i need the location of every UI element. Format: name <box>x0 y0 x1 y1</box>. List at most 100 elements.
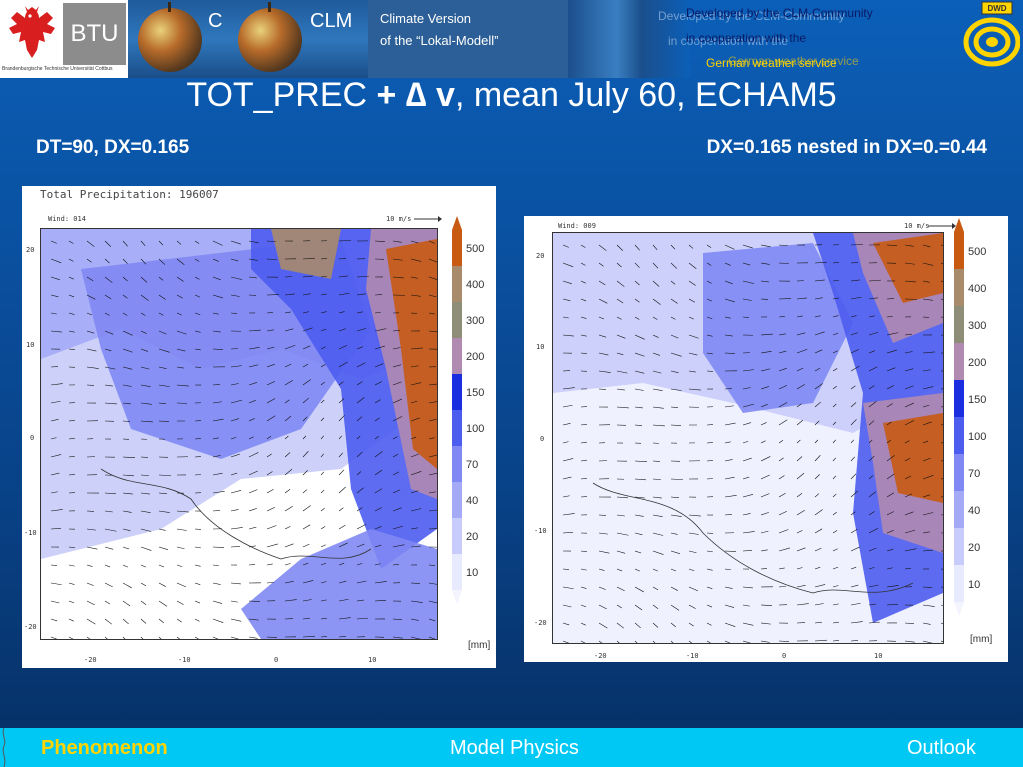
wind-arrow <box>670 622 676 628</box>
wind-arrow <box>158 600 168 607</box>
wind-arrow <box>940 424 943 426</box>
nav-phenomenon[interactable]: Phenomenon <box>41 737 168 759</box>
wind-arrow <box>562 532 573 534</box>
wind-arrow <box>832 262 839 264</box>
wind-arrow <box>886 548 894 552</box>
wind-arrow <box>814 315 821 318</box>
wind-arrow <box>302 524 311 530</box>
wind-arrow <box>616 640 620 643</box>
wind-arrow <box>104 636 108 639</box>
wind-arrow <box>850 365 860 372</box>
wind-arrow <box>652 298 661 305</box>
wind-arrow <box>176 528 187 531</box>
wind-arrow <box>706 352 713 355</box>
wind-arrow <box>850 640 858 642</box>
wind-arrow <box>562 244 569 248</box>
wind-arrow <box>616 604 622 609</box>
wind-arrow <box>176 582 187 588</box>
wind-arrow <box>266 381 276 386</box>
wind-arrow <box>634 334 645 340</box>
wind-arrow <box>122 618 129 625</box>
nav-model-physics[interactable]: Model Physics <box>450 737 579 759</box>
wind-arrow <box>652 514 663 517</box>
wind-arrow <box>670 406 678 408</box>
wind-arrow <box>886 332 899 336</box>
colorbar-label: 300 <box>968 319 987 332</box>
wind-arrow <box>320 471 325 476</box>
wind-arrow <box>356 580 367 584</box>
wind-arrow <box>562 604 572 608</box>
right-map-panel: Wind: 009 10 m/s 20 10 0 -10 -20 -20 -10… <box>524 216 1008 662</box>
wind-arrow <box>886 244 897 246</box>
wind-arrow <box>868 621 880 624</box>
wind-arrow <box>392 563 399 566</box>
wind-arrow <box>688 262 697 269</box>
wind-arrow <box>374 435 379 440</box>
wind-arrow <box>634 424 642 426</box>
wind-arrow <box>374 507 382 512</box>
wind-arrow <box>158 294 166 300</box>
wind-arrow <box>248 618 259 621</box>
nav-outlook[interactable]: Outlook <box>907 737 976 759</box>
colorbar-tip <box>452 216 462 230</box>
wind-arrow <box>562 513 575 516</box>
wind-arrow <box>814 455 821 462</box>
wind-arrow <box>706 244 712 248</box>
wind-arrow <box>158 420 169 422</box>
wind-arrow <box>652 640 656 643</box>
wind-arrow <box>868 475 874 480</box>
colorbar-segment <box>954 232 964 269</box>
wind-arrow <box>338 258 346 260</box>
wind-arrow <box>248 564 255 566</box>
colorbar-label: 100 <box>968 430 987 443</box>
wind-arrow <box>778 475 785 480</box>
wind-arrow <box>122 258 128 264</box>
wind-arrow <box>50 330 62 333</box>
wind-arrow <box>688 370 696 373</box>
wind-arrow <box>778 529 789 534</box>
wind-arrow <box>248 470 258 476</box>
wind-arrow <box>634 586 644 593</box>
wind-arrow <box>616 334 626 339</box>
wind-arrow <box>104 240 111 247</box>
wind-arrow <box>850 349 860 354</box>
wind-arrow <box>104 600 110 605</box>
wind-arrow <box>886 492 895 498</box>
colorbar-tip <box>954 218 964 232</box>
wind-arrow <box>634 550 642 554</box>
wind-arrow <box>580 298 587 302</box>
wind-arrow <box>940 568 943 570</box>
wind-arrow <box>230 490 242 494</box>
bottom-navbar: Phenomenon Model Physics Outlook <box>0 728 1023 767</box>
wind-arrow <box>428 618 436 622</box>
wind-arrow <box>922 640 933 643</box>
wind-arrow <box>850 490 858 498</box>
colorbar-label: 200 <box>968 356 987 369</box>
wind-arrow <box>724 476 735 480</box>
wind-arrow <box>814 584 826 588</box>
wind-arrow <box>796 384 805 390</box>
left-xtick-0: -20 <box>84 656 97 664</box>
wind-arrow <box>616 586 625 592</box>
wind-arrow <box>868 528 879 534</box>
wind-arrow <box>598 334 607 338</box>
left-xtick-2: 0 <box>274 656 279 664</box>
wind-arrow <box>778 350 787 354</box>
wind-arrow <box>778 585 786 588</box>
right-xtick-0: -20 <box>594 652 607 660</box>
wind-arrow <box>598 262 604 267</box>
wind-arrow <box>356 397 365 404</box>
wind-arrow <box>904 368 914 372</box>
wind-arrow <box>410 436 417 440</box>
wind-arrow <box>230 472 238 476</box>
brandenburg-eagle-icon <box>9 6 55 58</box>
wind-arrow <box>50 528 61 530</box>
wind-arrow <box>778 316 785 318</box>
water-image <box>568 0 690 78</box>
wind-arrow <box>760 568 767 570</box>
colorbar-segment <box>954 380 964 417</box>
wind-arrow <box>212 618 224 623</box>
wind-arrow <box>652 352 661 356</box>
wind-arrow <box>248 276 257 279</box>
wind-arrow <box>850 402 857 408</box>
